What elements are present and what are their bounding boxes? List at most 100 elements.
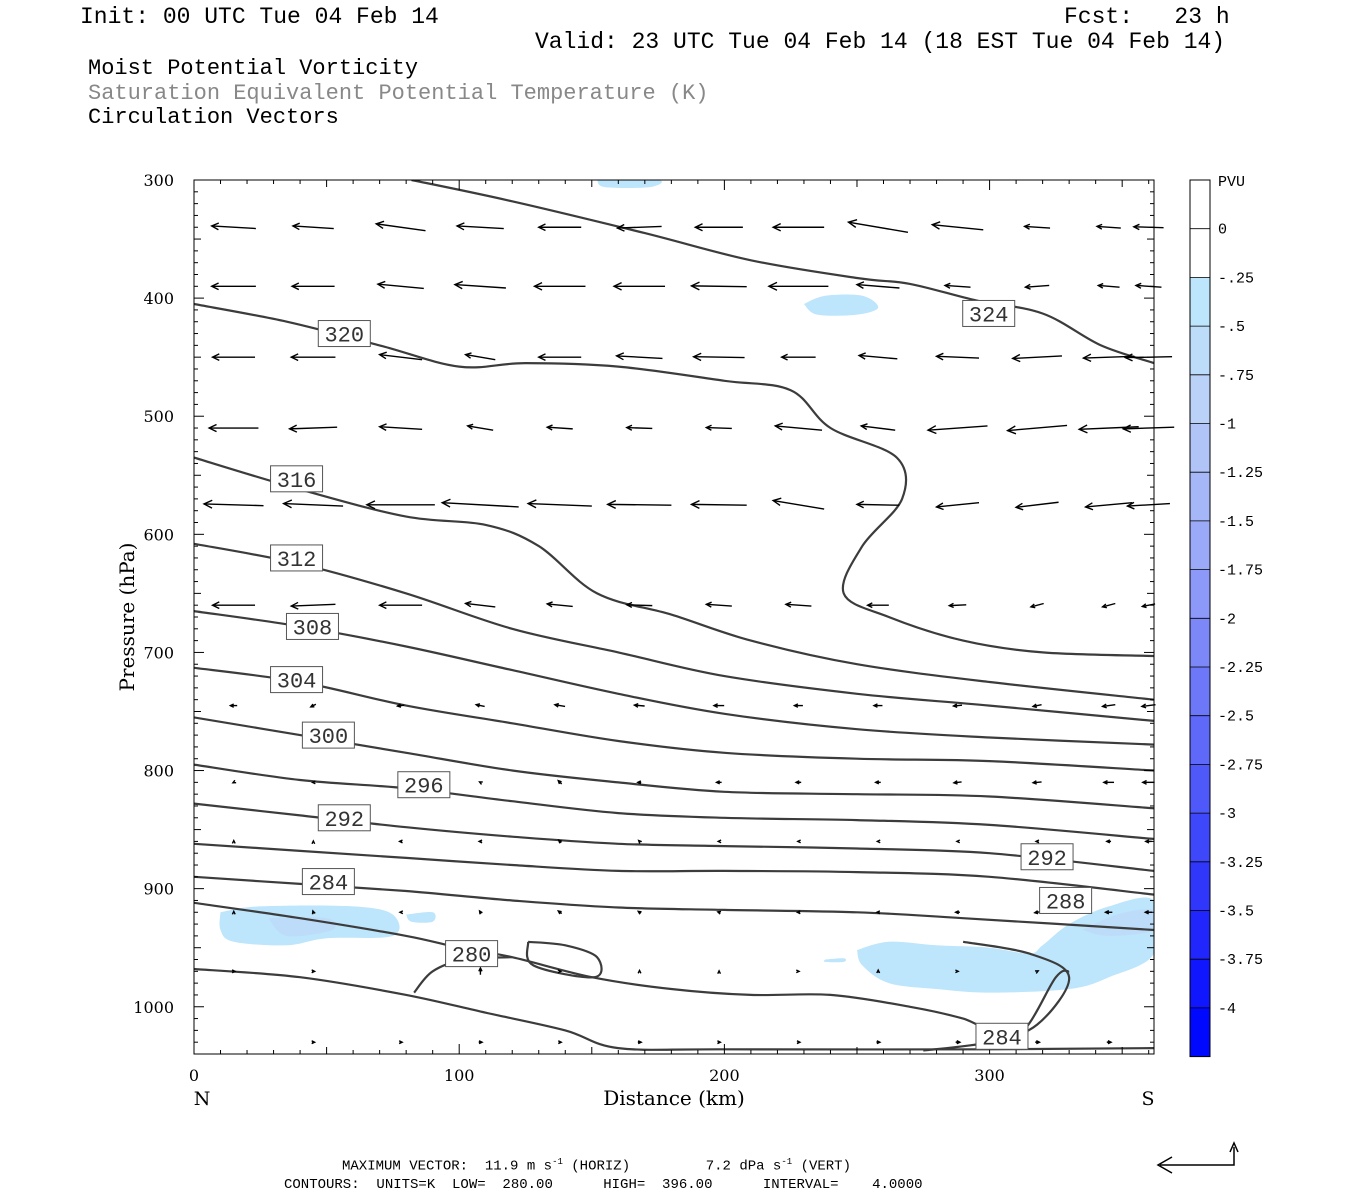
ref-vector-vert-head: [1229, 1141, 1239, 1153]
vector-8-0: [231, 838, 236, 844]
vector-6-7: [792, 703, 803, 708]
vector-1-8: [855, 281, 900, 289]
vector-5-1: [289, 601, 336, 610]
vector-9-6: [716, 910, 722, 915]
vector-5-5: [625, 601, 653, 609]
vector-2-3: [463, 352, 496, 361]
x-tick-label: 200: [709, 1066, 740, 1085]
contour-label-296-7: 296: [397, 771, 451, 800]
contour-label-text: 312: [277, 548, 317, 573]
contour-label-316-2: 316: [270, 465, 324, 494]
vector-3-7: [773, 422, 823, 431]
vector-5-3: [463, 600, 496, 608]
contour-label-304-5: 304: [270, 666, 324, 695]
colorbar-level-label: -3: [1218, 806, 1236, 823]
vector-7-11: [1102, 779, 1115, 785]
contour-label-text: 284: [309, 872, 349, 897]
vector-5-8: [865, 602, 889, 609]
vector-9-2: [398, 910, 404, 915]
vector-7-0: [231, 779, 237, 784]
vector-4-9: [934, 501, 980, 511]
theta-contour-280-12: [194, 967, 1154, 1051]
contour-legend: CONTOURS: UNITS=K LOW= 280.00 HIGH= 396.…: [284, 1177, 923, 1193]
vector-7-10: [1031, 780, 1042, 785]
colorbar-level-label: -3.75: [1218, 952, 1263, 969]
y-tick-label: 400: [143, 289, 174, 308]
north-end-label: N: [194, 1088, 211, 1110]
contour-label-292-9: 292: [1020, 843, 1074, 872]
vector-8-1: [311, 839, 316, 845]
vector-1-1: [290, 282, 335, 291]
colorbar-swatch: [1190, 180, 1210, 229]
vector-10-6: [717, 969, 722, 974]
vector-8-4: [557, 838, 563, 844]
max-vector-legend: MAXIMUM VECTOR: 11.9 m s-1 (HORIZ) 7.2 d…: [342, 1157, 851, 1175]
vector-7-5: [636, 780, 642, 785]
colorbar-swatch: [1190, 423, 1210, 473]
contour-label-text: 304: [277, 670, 317, 695]
vector-4-2: [365, 500, 435, 510]
vector-9-7: [795, 910, 801, 915]
colorbar-swatch: [1190, 618, 1210, 667]
colorbar-level-label: -3.25: [1218, 855, 1263, 872]
field-title-mpv: Moist Potential Vorticity: [88, 56, 419, 81]
vector-2-6: [691, 352, 745, 362]
vector-3-4: [545, 424, 573, 431]
vector-11-3: [478, 1040, 484, 1045]
colorbar-level-label: -.5: [1218, 319, 1245, 336]
vector-1-7: [767, 281, 829, 291]
vector-9-8: [875, 910, 881, 915]
vector-8-5: [637, 839, 642, 844]
vector-10-0: [231, 969, 237, 974]
vector-0-4: [537, 223, 582, 232]
vector-6-3: [474, 703, 485, 708]
vector-7-4: [557, 779, 563, 785]
vector-6-11: [1100, 703, 1116, 709]
vector-6-12: [1140, 703, 1156, 709]
contour-label-320-1: 320: [317, 320, 371, 349]
vector-8-7: [796, 839, 801, 844]
vector-0-7: [771, 222, 825, 232]
vector-9-4: [556, 910, 563, 915]
x-tick-label: 300: [974, 1066, 1005, 1085]
vector-9-1: [311, 909, 316, 915]
vector-3-2: [377, 423, 423, 432]
horiz-label: (HORIZ): [571, 1158, 631, 1175]
colorbar-swatch: [1190, 861, 1210, 911]
vector-7-9: [952, 780, 962, 785]
theta-contour-316-2: [194, 456, 1154, 701]
vector-6-8: [872, 703, 883, 708]
vector-5-7: [784, 601, 812, 608]
vector-3-5: [625, 424, 653, 431]
theta-contour-320-1: [194, 302, 1154, 658]
vector-2-10: [1011, 353, 1063, 363]
vector-6-6: [712, 703, 725, 708]
vector-6-9: [951, 703, 963, 709]
colorbar-swatch: [1190, 715, 1210, 765]
vector-9-11: [1103, 910, 1113, 915]
vert-max-value: 7.2 dPa s: [705, 1158, 782, 1175]
theta-contour-312-3: [194, 542, 1154, 722]
vector-6-1: [309, 703, 317, 708]
contour-label-text: 280: [452, 944, 492, 969]
contour-label-text: 320: [324, 324, 364, 349]
y-axis-label: Pressure (hPa): [115, 543, 139, 692]
vector-10-1: [311, 969, 317, 974]
theta-contour-292-9: [194, 842, 1154, 896]
vector-9-9: [954, 910, 960, 915]
vector-10-10: [1034, 970, 1040, 974]
max-vector-label: MAXIMUM VECTOR:: [342, 1158, 469, 1175]
colorbar-swatch: [1190, 813, 1210, 862]
vector-11-5: [637, 1040, 643, 1045]
vector-0-10: [1022, 223, 1051, 230]
vector-8-10: [1034, 839, 1040, 844]
vector-10-8: [876, 968, 881, 974]
vector-0-0: [210, 222, 256, 231]
vector-3-6: [704, 424, 732, 431]
axes-layer: 0 100 200 300 300 400 500 600 700 800 900 1000 N S Dis…: [115, 171, 1155, 1110]
vector-0-3: [455, 222, 504, 231]
vector-0-6: [693, 223, 743, 232]
colorbar-swatch: [1190, 764, 1210, 814]
init-time: Init: 00 UTC Tue 04 Feb 14: [80, 4, 439, 30]
vector-4-4: [526, 499, 592, 509]
